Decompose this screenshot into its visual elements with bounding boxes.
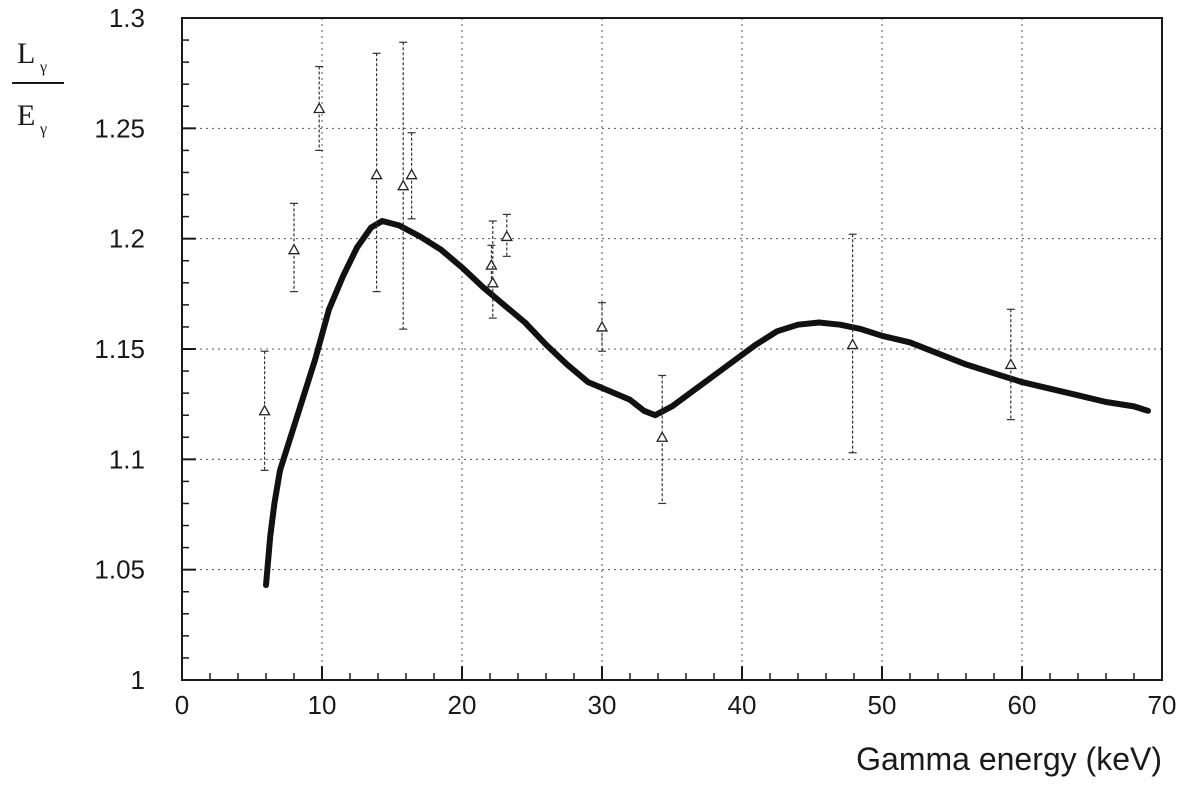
triangle-marker xyxy=(313,102,326,114)
data-point xyxy=(370,52,383,293)
y-axis-label: L γ E γ xyxy=(12,37,64,138)
data-point xyxy=(397,41,410,330)
x-tick-label: 40 xyxy=(728,690,757,720)
y-tick-label: 1 xyxy=(131,665,145,695)
y-label-denominator-subscript: γ xyxy=(39,121,47,138)
triangle-marker xyxy=(595,320,609,332)
triangle-marker xyxy=(1004,358,1017,370)
y-label-denominator: E xyxy=(17,99,35,132)
data-point xyxy=(656,374,669,505)
y-tick-label: 1.15 xyxy=(94,334,145,364)
y-tick-label: 1.1 xyxy=(109,444,145,474)
data-point xyxy=(313,65,326,151)
x-tick-label: 0 xyxy=(175,690,189,720)
triangle-marker xyxy=(485,258,498,270)
y-tick-label: 1.3 xyxy=(109,3,145,33)
x-tick-labels: 0 10 20 30 40 50 60 70 xyxy=(175,690,1177,720)
data-point xyxy=(287,202,301,293)
data-points xyxy=(258,41,1017,505)
plot-frame xyxy=(181,17,1163,681)
data-point xyxy=(405,132,418,220)
y-tick-label: 1.05 xyxy=(94,555,145,585)
grid-lines xyxy=(182,18,1162,680)
x-axis-label: Gamma energy (keV) xyxy=(856,741,1162,777)
triangle-marker xyxy=(397,179,410,191)
data-point xyxy=(1004,308,1017,421)
data-point xyxy=(486,220,499,319)
data-point xyxy=(258,350,271,471)
triangle-marker xyxy=(486,276,499,288)
y-tick-label: 1.2 xyxy=(109,224,145,254)
x-tick-label: 20 xyxy=(448,690,477,720)
triangle-marker xyxy=(370,168,383,180)
axis-ticks xyxy=(181,17,1163,681)
triangle-marker xyxy=(405,168,418,180)
x-tick-label: 10 xyxy=(308,690,337,720)
data-point xyxy=(846,233,859,454)
x-tick-label: 30 xyxy=(588,690,617,720)
x-tick-label: 70 xyxy=(1148,690,1177,720)
fit-curve xyxy=(263,218,1151,589)
y-tick-label: 1.25 xyxy=(94,113,145,143)
x-tick-label: 60 xyxy=(1008,690,1037,720)
x-tick-label: 50 xyxy=(868,690,897,720)
y-label-numerator: L xyxy=(17,37,35,70)
data-point xyxy=(595,302,609,352)
y-tick-labels: 1 1.05 1.1 1.15 1.2 1.25 1.3 xyxy=(94,3,145,695)
triangle-marker xyxy=(500,230,513,242)
triangle-marker xyxy=(656,430,669,442)
triangle-marker xyxy=(287,243,301,255)
y-label-numerator-subscript: γ xyxy=(39,59,47,76)
triangle-marker xyxy=(258,404,271,416)
triangle-marker xyxy=(846,338,859,350)
data-point xyxy=(500,213,513,257)
